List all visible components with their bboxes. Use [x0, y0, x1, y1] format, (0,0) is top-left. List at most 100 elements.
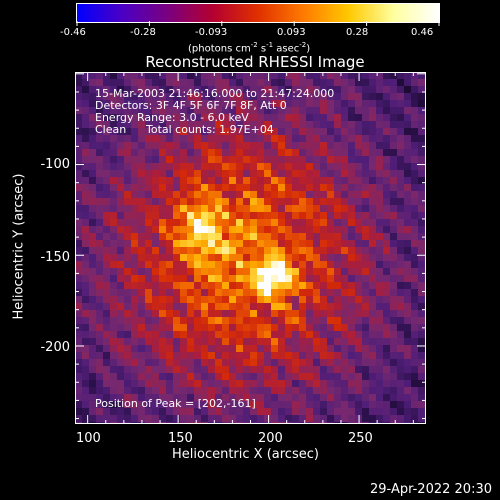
image-pixel	[152, 198, 160, 206]
image-pixel	[418, 142, 426, 150]
image-pixel	[138, 282, 146, 290]
image-pixel	[173, 121, 181, 129]
image-pixel	[173, 268, 181, 276]
image-pixel	[173, 254, 181, 262]
image-pixel	[285, 128, 293, 136]
image-pixel	[369, 275, 377, 283]
image-pixel	[250, 352, 258, 360]
image-pixel	[376, 198, 384, 206]
image-pixel	[418, 296, 426, 304]
image-pixel	[313, 359, 321, 367]
image-pixel	[208, 373, 216, 381]
image-pixel	[173, 247, 181, 255]
image-pixel	[285, 387, 293, 395]
image-pixel	[124, 324, 132, 332]
image-pixel	[187, 191, 195, 199]
image-pixel	[124, 366, 132, 374]
image-pixel	[390, 205, 398, 213]
image-pixel	[369, 303, 377, 311]
image-pixel	[327, 289, 335, 297]
image-pixel	[194, 149, 202, 157]
image-pixel	[334, 79, 342, 87]
image-pixel	[306, 142, 314, 150]
image-pixel	[243, 317, 251, 325]
image-pixel	[320, 247, 328, 255]
image-pixel	[243, 184, 251, 192]
image-pixel	[313, 352, 321, 360]
image-pixel	[334, 254, 342, 262]
image-pixel	[236, 415, 244, 423]
image-pixel	[124, 373, 132, 381]
image-pixel	[229, 282, 237, 290]
image-pixel	[194, 240, 202, 248]
image-pixel	[229, 359, 237, 367]
image-pixel	[208, 380, 216, 388]
image-pixel	[390, 387, 398, 395]
image-pixel	[369, 72, 377, 80]
image-pixel	[306, 268, 314, 276]
image-pixel	[243, 331, 251, 339]
image-pixel	[271, 380, 279, 388]
image-pixel	[390, 261, 398, 269]
image-pixel	[264, 401, 272, 409]
image-pixel	[89, 380, 97, 388]
image-pixel	[257, 366, 265, 374]
image-pixel	[166, 128, 174, 136]
image-pixel	[278, 191, 286, 199]
image-pixel	[173, 310, 181, 318]
image-pixel	[82, 142, 90, 150]
image-pixel	[236, 128, 244, 136]
image-pixel	[243, 170, 251, 178]
image-pixel	[271, 93, 279, 101]
image-pixel	[229, 366, 237, 374]
image-pixel	[173, 93, 181, 101]
image-pixel	[138, 128, 146, 136]
image-pixel	[110, 303, 118, 311]
image-pixel	[138, 387, 146, 395]
image-pixel	[215, 170, 223, 178]
image-pixel	[278, 205, 286, 213]
image-pixel	[124, 338, 132, 346]
image-pixel	[138, 219, 146, 227]
image-pixel	[376, 135, 384, 143]
image-pixel	[264, 268, 272, 276]
image-pixel	[124, 401, 132, 409]
image-pixel	[313, 240, 321, 248]
image-pixel	[292, 72, 300, 80]
image-pixel	[208, 233, 216, 241]
image-pixel	[271, 212, 279, 220]
image-pixel	[390, 359, 398, 367]
image-pixel	[89, 198, 97, 206]
image-pixel	[243, 93, 251, 101]
image-pixel	[418, 331, 426, 339]
image-pixel	[194, 107, 202, 115]
image-pixel	[229, 107, 237, 115]
image-pixel	[285, 303, 293, 311]
image-pixel	[369, 226, 377, 234]
image-pixel	[418, 212, 426, 220]
image-pixel	[418, 233, 426, 241]
image-pixel	[397, 296, 405, 304]
image-pixel	[341, 352, 349, 360]
image-pixel	[110, 107, 118, 115]
image-pixel	[278, 275, 286, 283]
image-pixel	[362, 247, 370, 255]
image-pixel	[348, 261, 356, 269]
image-pixel	[348, 408, 356, 416]
image-pixel	[376, 394, 384, 402]
image-pixel	[341, 114, 349, 122]
image-pixel	[348, 184, 356, 192]
image-pixel	[369, 345, 377, 353]
image-pixel	[320, 149, 328, 157]
image-pixel	[285, 317, 293, 325]
image-pixel	[103, 254, 111, 262]
image-pixel	[96, 310, 104, 318]
image-pixel	[355, 345, 363, 353]
image-pixel	[369, 121, 377, 129]
image-pixel	[271, 233, 279, 241]
image-pixel	[376, 107, 384, 115]
image-pixel	[187, 303, 195, 311]
image-pixel	[327, 317, 335, 325]
x-tick-label: 100	[76, 431, 101, 446]
image-pixel	[390, 317, 398, 325]
